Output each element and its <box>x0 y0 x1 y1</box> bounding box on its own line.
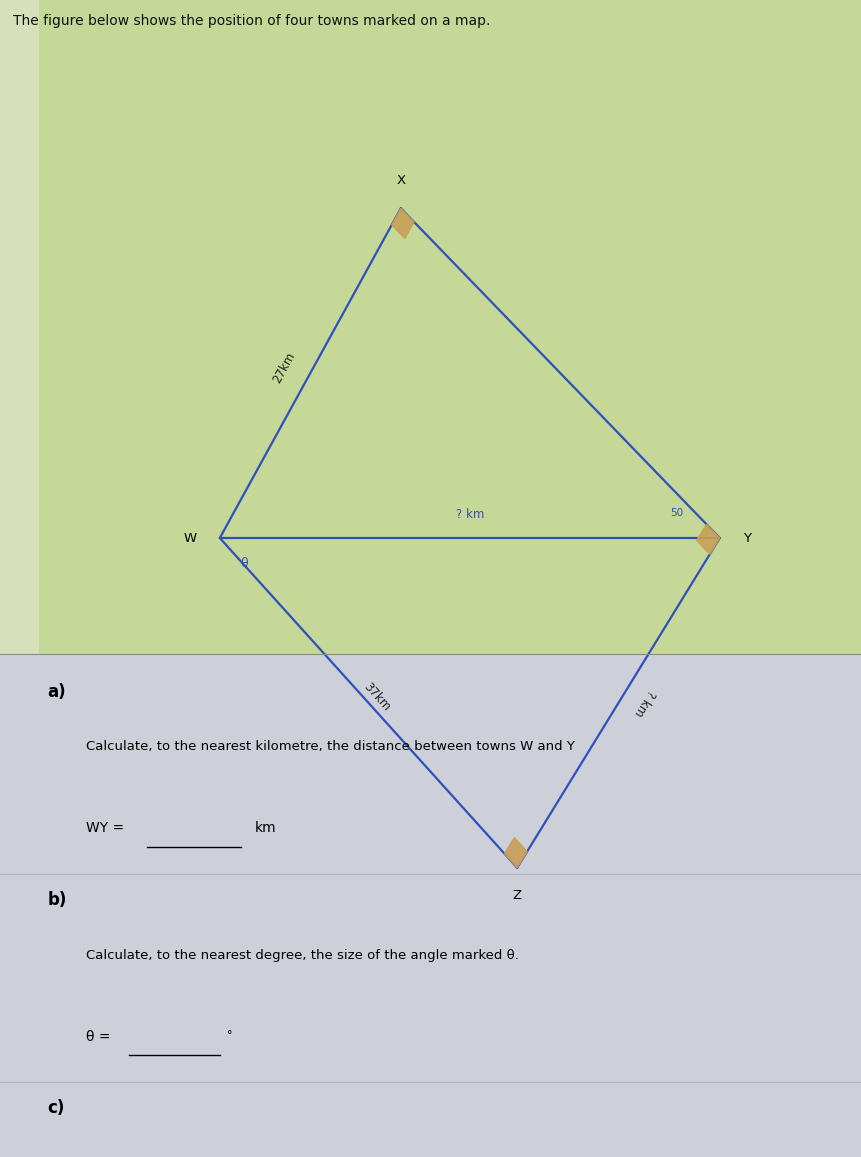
Text: 37km: 37km <box>361 680 393 714</box>
Text: km: km <box>254 821 276 835</box>
Text: 50: 50 <box>669 508 683 517</box>
Text: θ =: θ = <box>86 1030 110 1044</box>
Bar <box>0 654 861 1157</box>
Polygon shape <box>696 524 719 554</box>
Text: ? km: ? km <box>630 687 657 718</box>
Text: 27km: 27km <box>270 349 298 385</box>
Polygon shape <box>391 208 413 238</box>
Text: θ: θ <box>240 557 247 570</box>
Text: WY =: WY = <box>86 821 124 835</box>
Text: Z: Z <box>512 889 521 901</box>
Text: ? km: ? km <box>455 508 483 521</box>
Text: Calculate, to the nearest degree, the size of the angle marked θ.: Calculate, to the nearest degree, the si… <box>86 949 518 961</box>
Text: Calculate, to the nearest kilometre, the distance between towns W and Y: Calculate, to the nearest kilometre, the… <box>86 740 574 753</box>
Bar <box>0 0 39 654</box>
Text: Y: Y <box>742 531 750 545</box>
Text: c): c) <box>47 1099 65 1118</box>
Text: a): a) <box>47 683 66 701</box>
Polygon shape <box>504 838 527 868</box>
Text: °: ° <box>226 1030 232 1040</box>
Bar <box>0 0 861 654</box>
Text: The figure below shows the position of four towns marked on a map.: The figure below shows the position of f… <box>13 14 490 28</box>
Text: b): b) <box>47 891 66 909</box>
Text: W: W <box>183 531 196 545</box>
Text: X: X <box>396 175 405 187</box>
